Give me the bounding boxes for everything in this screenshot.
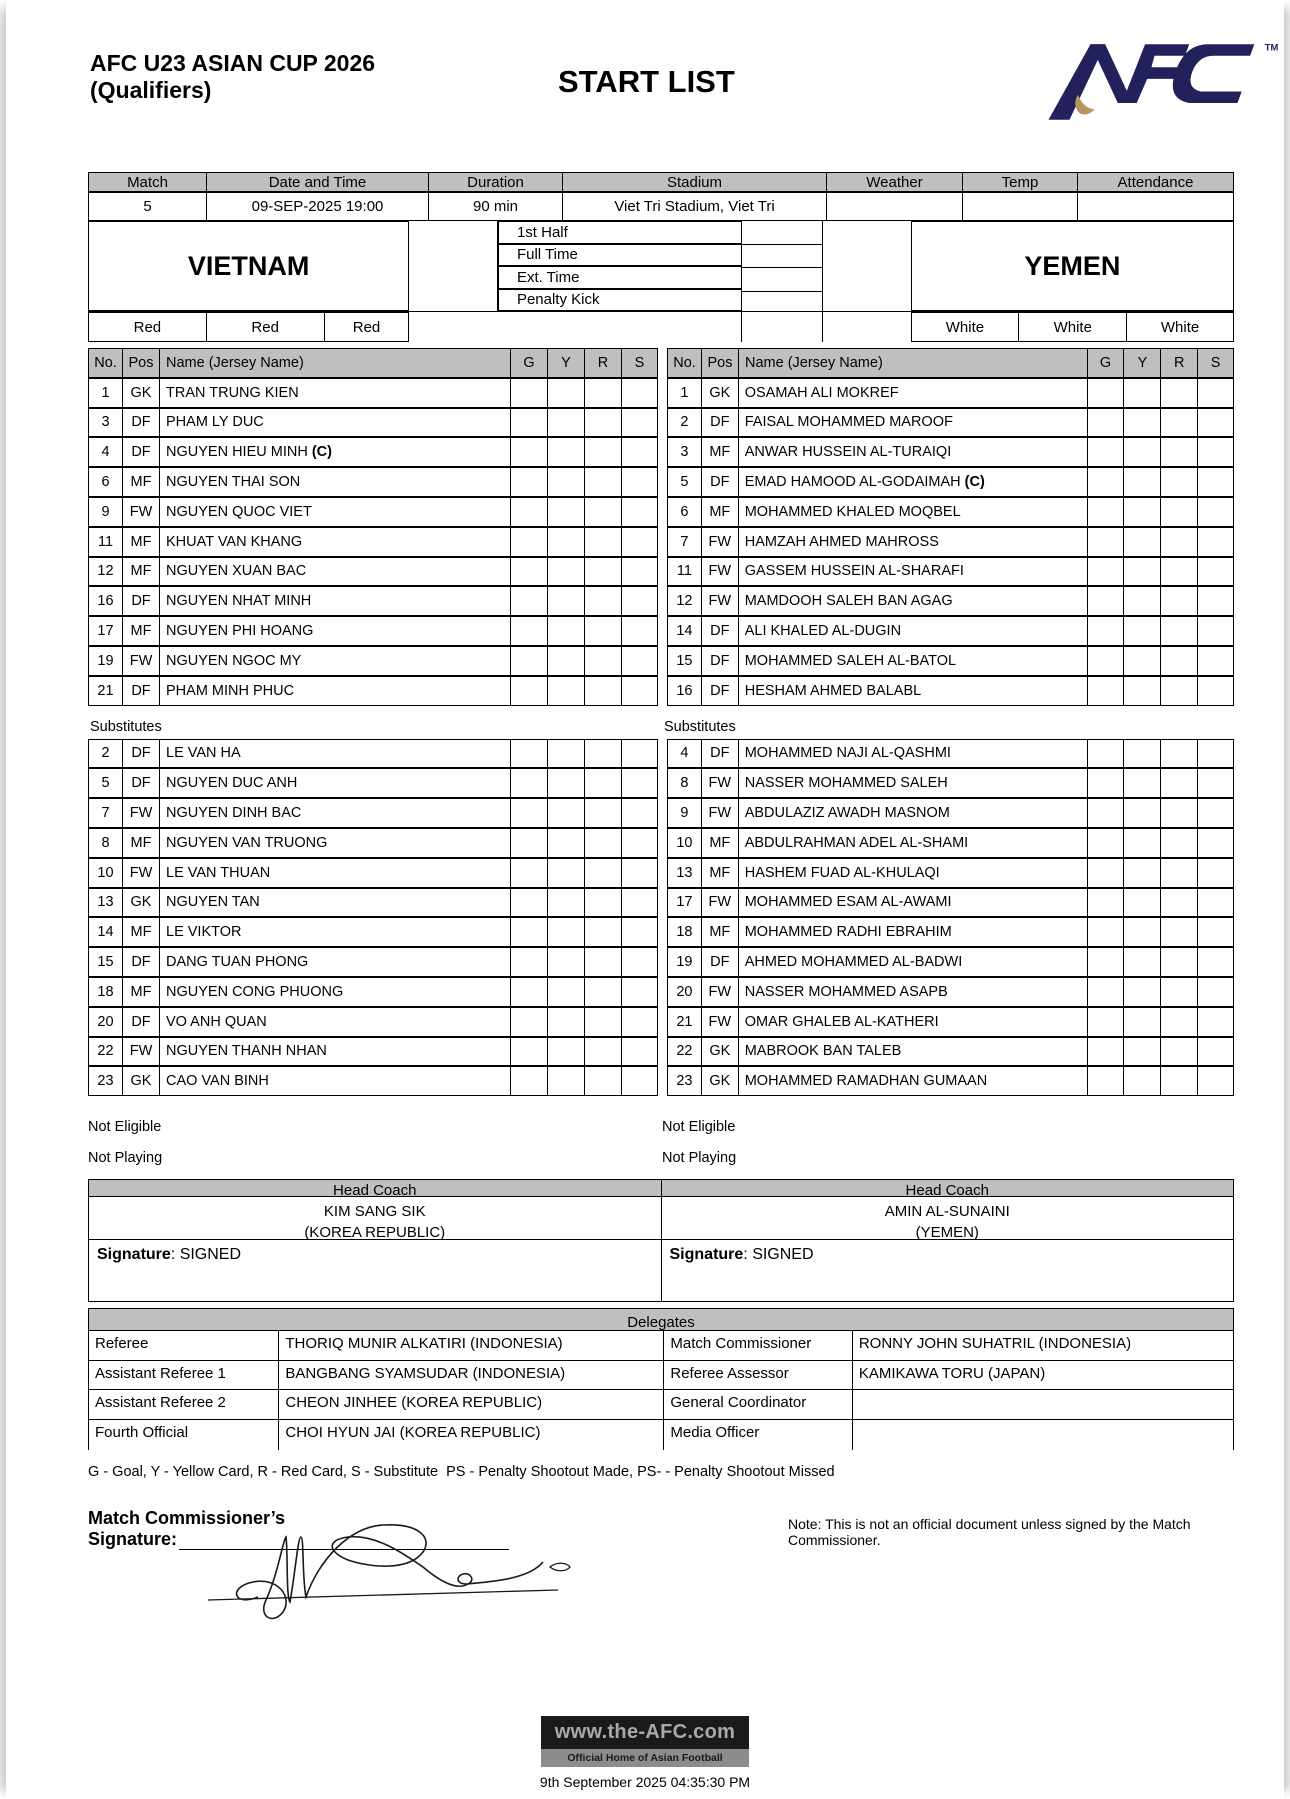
- svg-text:TM: TM: [1265, 43, 1279, 54]
